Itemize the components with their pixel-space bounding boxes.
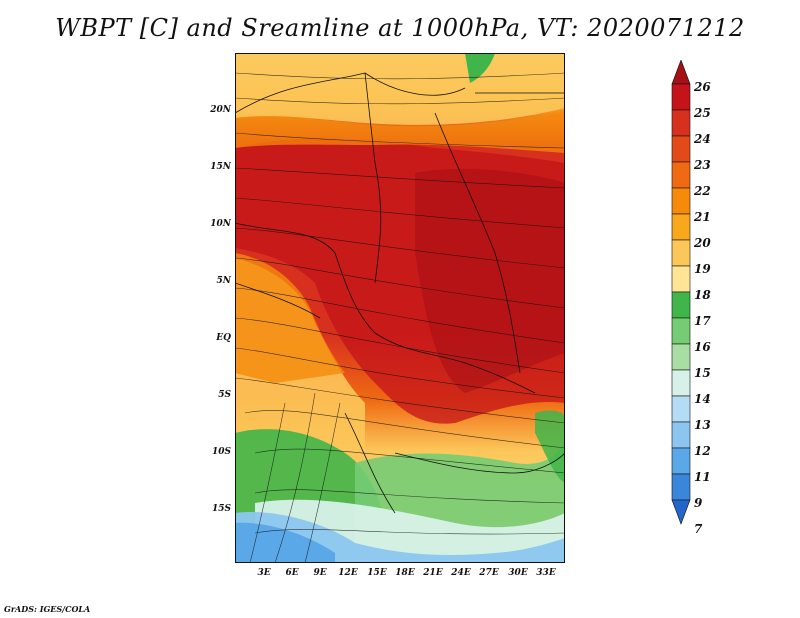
colorbar-segment [671,187,691,215]
colorbar-label: 16 [694,340,711,354]
colorbar-segment [671,499,691,525]
colorbar-segment [671,473,691,501]
colorbar-label: 19 [694,262,711,276]
lat-label-10n: 10N [210,219,231,229]
colorbar-segment [671,109,691,137]
colorbar-segment [671,213,691,241]
colorbar-label: 26 [694,80,711,94]
colorbar-segment [671,395,691,423]
lon-label-6e: 6E [285,568,299,578]
field-southwest-blue [235,522,335,563]
lon-label-3e: 3E [257,568,271,578]
lat-label-5n: 5N [216,276,232,286]
colorbar-segment [671,239,691,267]
lat-label-eq: EQ [216,333,231,343]
colorbar-label: 24 [694,132,711,146]
colorbar-segment [671,135,691,163]
colorbar-segment [671,291,691,319]
lon-label-30e: 30E [508,568,528,578]
colorbar-label: 14 [694,392,711,406]
colorbar-label: 7 [694,522,703,536]
field-north-warm [235,53,565,125]
colorbar-segment [671,60,691,85]
colorbar-label: 25 [694,106,711,120]
map-title: WBPT [C] and Sreamline at 1000hPa, VT: 2… [55,14,745,42]
colorbar [671,60,691,525]
colorbar-label: 22 [694,184,711,198]
colorbar-segment [671,343,691,371]
colorbar-label: 17 [694,314,711,328]
lon-label-12e: 12E [338,568,358,578]
lat-label-15s: 15S [211,504,231,514]
field-atlantic-orange [235,253,345,383]
colorbar-label: 20 [694,236,711,250]
colorbar-label: 21 [694,210,711,224]
streamlines [235,72,565,563]
lat-label-15n: 15N [210,162,231,172]
colorbar-segment [671,421,691,449]
colorbar-label: 11 [694,470,711,484]
map-plot-area [235,53,565,563]
colorbar-label: 13 [694,418,711,432]
lon-label-18e: 18E [395,568,415,578]
colorbar-segment [671,447,691,475]
colorbar-segment [671,83,691,111]
colorbar-segment [671,161,691,189]
lat-label-10s: 10S [211,447,231,457]
colorbar-label: 23 [694,158,711,172]
lon-label-15e: 15E [367,568,387,578]
lon-label-24e: 24E [451,568,471,578]
lat-label-5s: 5S [218,390,231,400]
field-se-coast-green [535,410,565,483]
colorbar-label: 15 [694,366,711,380]
grads-credit: GrADS: IGES/COLA [4,604,91,614]
colorbar-label: 12 [694,444,711,458]
lat-label-20n: 20N [210,105,231,115]
lon-label-27e: 27E [479,568,499,578]
lon-label-9e: 9E [313,568,327,578]
field-ne-green [465,53,495,83]
lon-label-21e: 21E [423,568,443,578]
colorbar-label: 18 [694,288,711,302]
colorbar-segment [671,265,691,293]
colorbar-segment [671,369,691,397]
field-north-orange [235,111,565,153]
lon-label-33e: 33E [536,568,556,578]
colorbar-label: 9 [694,496,703,510]
country-borders [235,72,565,514]
colorbar-segment [671,317,691,345]
